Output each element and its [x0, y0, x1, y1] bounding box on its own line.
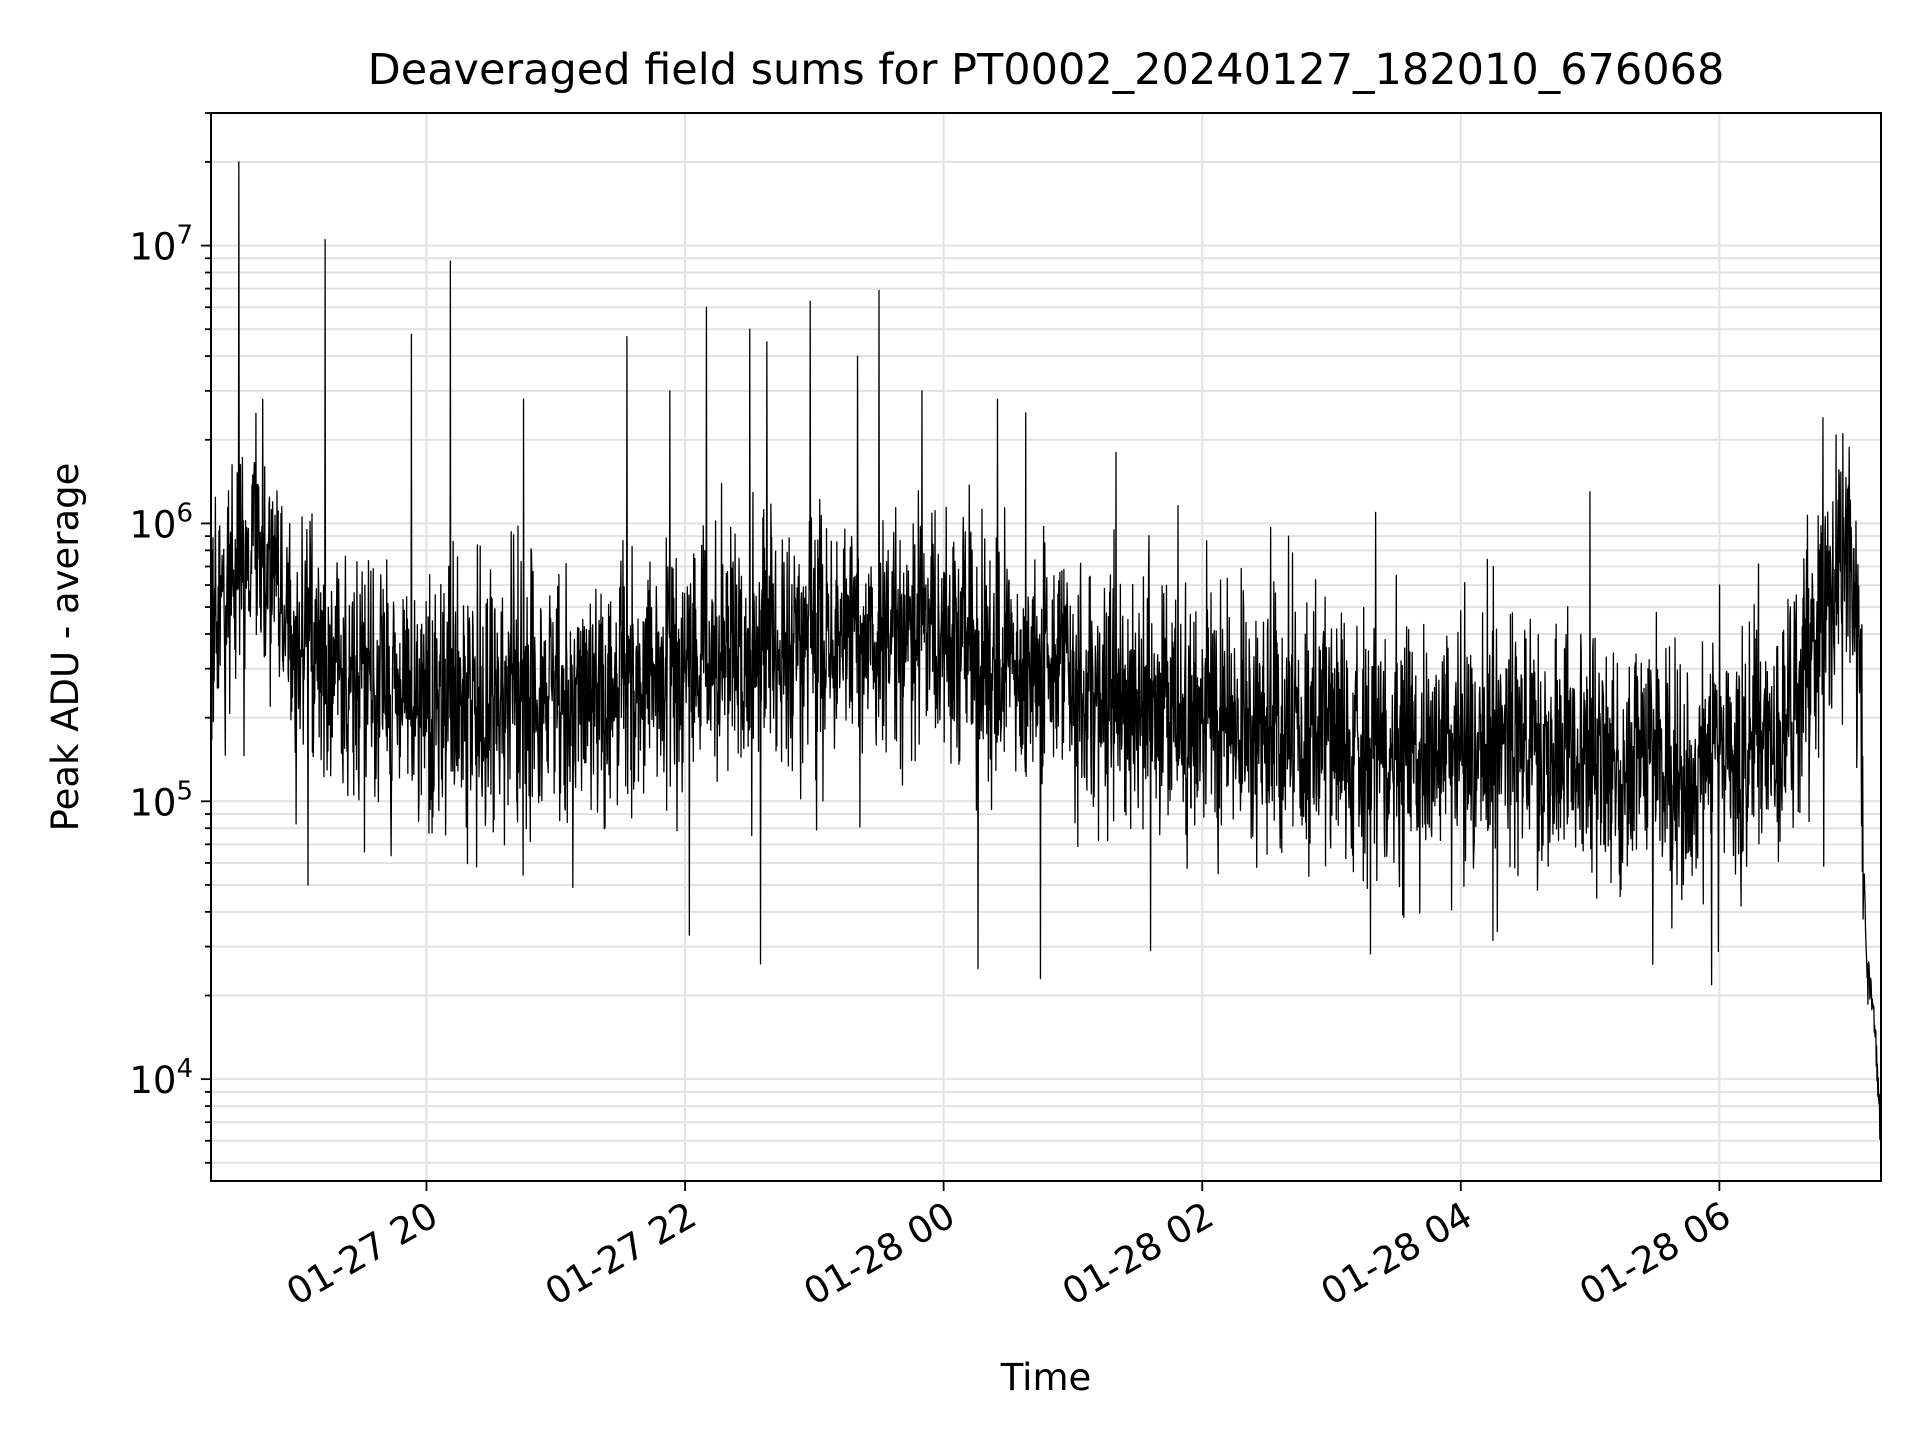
y-tick-label-base: 10	[129, 503, 176, 546]
y-tick-label: 105	[129, 776, 193, 824]
y-tick-label-base: 10	[129, 1059, 176, 1102]
y-tick-label-exponent: 4	[176, 1054, 193, 1084]
y-tick-label-base: 10	[129, 226, 176, 269]
series-line	[211, 161, 1881, 1140]
y-axis-label: Peak ADU - average	[44, 463, 87, 832]
y-tick-label: 106	[129, 498, 193, 546]
x-axis-label: Time	[1000, 1356, 1092, 1399]
series-layer	[211, 161, 1881, 1140]
plot-area-frame	[210, 112, 1882, 1182]
y-tick-label: 107	[129, 221, 193, 269]
y-tick-label-base: 10	[129, 781, 176, 824]
y-tick-label-exponent: 6	[176, 498, 193, 528]
y-tick-label-exponent: 7	[176, 221, 193, 251]
y-tick-label: 104	[129, 1054, 193, 1102]
chart-title: Deaveraged field sums for PT0002_2024012…	[368, 45, 1725, 95]
y-tick-label-exponent: 5	[176, 776, 193, 806]
